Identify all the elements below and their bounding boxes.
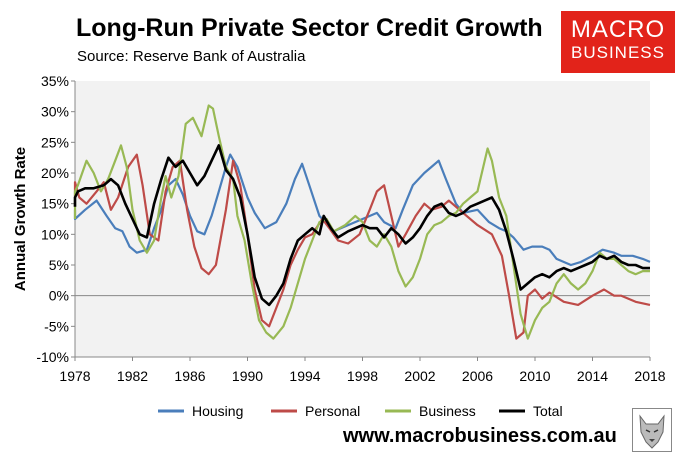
y-tick-label: 10% bbox=[41, 226, 69, 242]
logo-line-2: BUSINESS bbox=[571, 43, 665, 62]
y-tick-label: 30% bbox=[41, 104, 69, 120]
x-tick-label: 2014 bbox=[577, 368, 608, 384]
series-line-business bbox=[73, 104, 650, 340]
y-axis-label: Annual Growth Rate bbox=[12, 147, 29, 291]
wolf-logo-icon bbox=[632, 408, 672, 452]
x-tick-label: 1994 bbox=[289, 368, 320, 384]
x-tick-label: 1986 bbox=[174, 368, 205, 384]
website-url: www.macrobusiness.com.au bbox=[343, 425, 617, 447]
legend-label-business: Business bbox=[419, 403, 476, 419]
x-tick-label: 1982 bbox=[117, 368, 148, 384]
legend-label-personal: Personal bbox=[305, 403, 360, 419]
x-tick-label: 2010 bbox=[519, 368, 550, 384]
x-tick-label: 1998 bbox=[347, 368, 378, 384]
y-tick-label: -5% bbox=[44, 318, 69, 334]
macrobusiness-logo: MACRO BUSINESS bbox=[561, 11, 675, 73]
y-tick-label: 15% bbox=[41, 196, 69, 212]
series-line-total bbox=[73, 144, 650, 307]
legend: Housing Personal Business Total bbox=[158, 403, 563, 419]
axes: -10% -5% 0% 5% 10% 15% 20% 25% 30% 35% 1978 1982 198… bbox=[36, 73, 665, 384]
series-lines bbox=[73, 104, 651, 340]
y-tick-label: -10% bbox=[36, 349, 69, 365]
legend-label-total: Total bbox=[533, 403, 563, 419]
logo-line-1: MACRO bbox=[570, 16, 666, 43]
chart-source: Source: Reserve Bank of Australia bbox=[77, 48, 306, 65]
x-tick-label: 2018 bbox=[634, 368, 665, 384]
x-tick-label: 1978 bbox=[59, 368, 90, 384]
y-tick-label: 20% bbox=[41, 165, 69, 181]
y-tick-label: 0% bbox=[49, 288, 69, 304]
y-tick-label: 5% bbox=[49, 257, 69, 273]
x-tick-label: 2002 bbox=[404, 368, 435, 384]
chart-title: Long-Run Private Sector Credit Growth bbox=[76, 14, 543, 42]
legend-label-housing: Housing bbox=[192, 403, 243, 419]
y-tick-label: 35% bbox=[41, 73, 69, 89]
x-tick-label: 1990 bbox=[232, 368, 263, 384]
x-tick-label: 2006 bbox=[462, 368, 493, 384]
y-tick-label: 25% bbox=[41, 134, 69, 150]
